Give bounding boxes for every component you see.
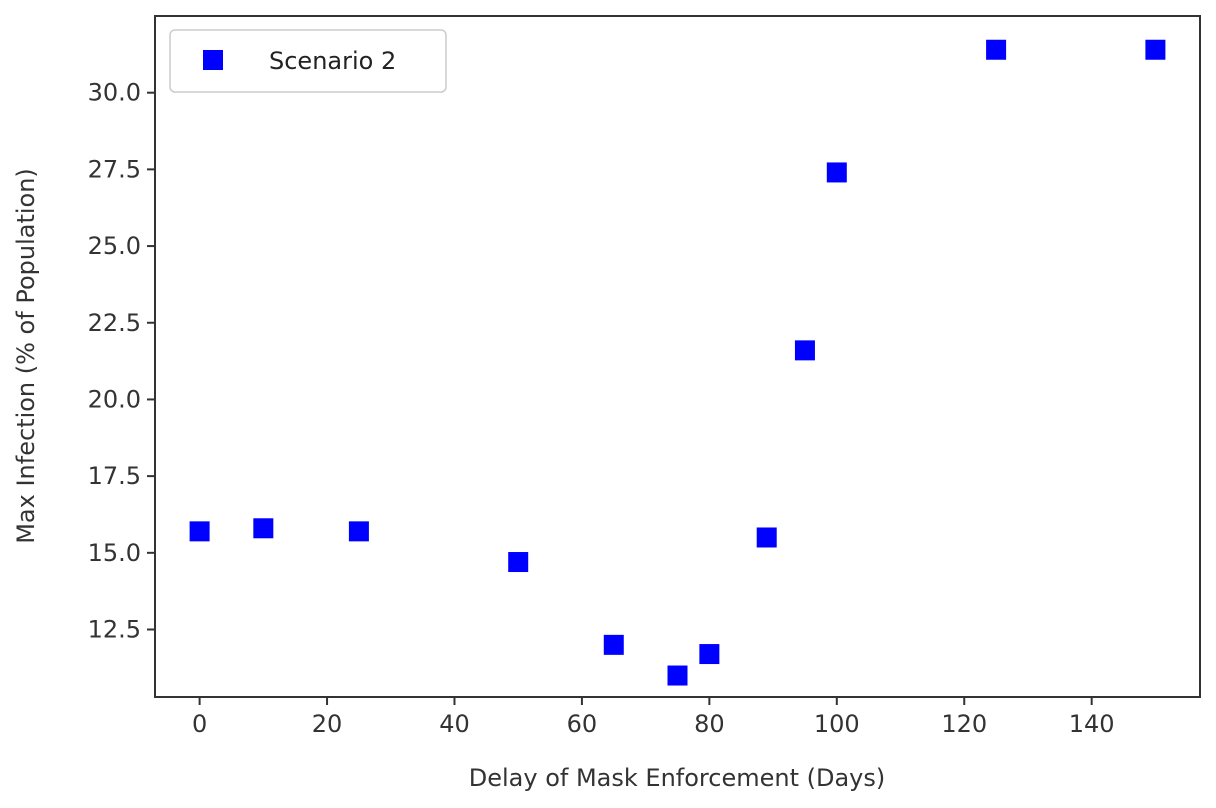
legend: Scenario 2 (169, 29, 447, 93)
data-point (253, 518, 274, 539)
legend-box (169, 29, 447, 93)
y-tick-label: 25.0 (88, 232, 141, 260)
y-tick-label: 17.5 (88, 462, 141, 490)
data-point (826, 162, 847, 183)
x-tick-label: 20 (312, 710, 343, 738)
data-point (986, 39, 1007, 60)
data-point (756, 527, 777, 548)
x-tick-label: 40 (439, 710, 470, 738)
data-point (667, 665, 688, 686)
data-point (699, 644, 720, 665)
x-tick-label: 100 (814, 710, 860, 738)
data-point (348, 521, 369, 542)
y-tick-label: 30.0 (88, 79, 141, 107)
y-axis-label: Max Infection (% of Population) (12, 168, 40, 544)
x-axis-ticks: 0 20 40 60 80 100 120 140 (192, 697, 1115, 738)
y-tick-label: 15.0 (88, 539, 141, 567)
x-tick-label: 120 (941, 710, 987, 738)
legend-marker-scenario-2 (203, 50, 223, 70)
y-tick-label: 20.0 (88, 385, 141, 413)
data-point (1145, 39, 1166, 60)
y-axis-ticks: 12.5 15.0 17.5 20.0 22.5 25.0 27.5 30.0 (88, 79, 155, 644)
x-tick-label: 80 (694, 710, 725, 738)
data-point (794, 340, 815, 361)
data-points (189, 39, 1166, 686)
data-point (508, 552, 529, 573)
x-tick-label: 140 (1069, 710, 1115, 738)
data-point (603, 634, 624, 655)
plot-area (154, 15, 1201, 698)
x-axis-label: Delay of Mask Enforcement (Days) (469, 764, 885, 792)
x-tick-label: 60 (567, 710, 598, 738)
data-point (189, 521, 210, 542)
y-tick-label: 22.5 (88, 309, 141, 337)
x-tick-label: 0 (192, 710, 207, 738)
y-tick-label: 27.5 (88, 155, 141, 183)
y-tick-label: 12.5 (88, 616, 141, 644)
legend-label-scenario-2: Scenario 2 (269, 47, 396, 75)
